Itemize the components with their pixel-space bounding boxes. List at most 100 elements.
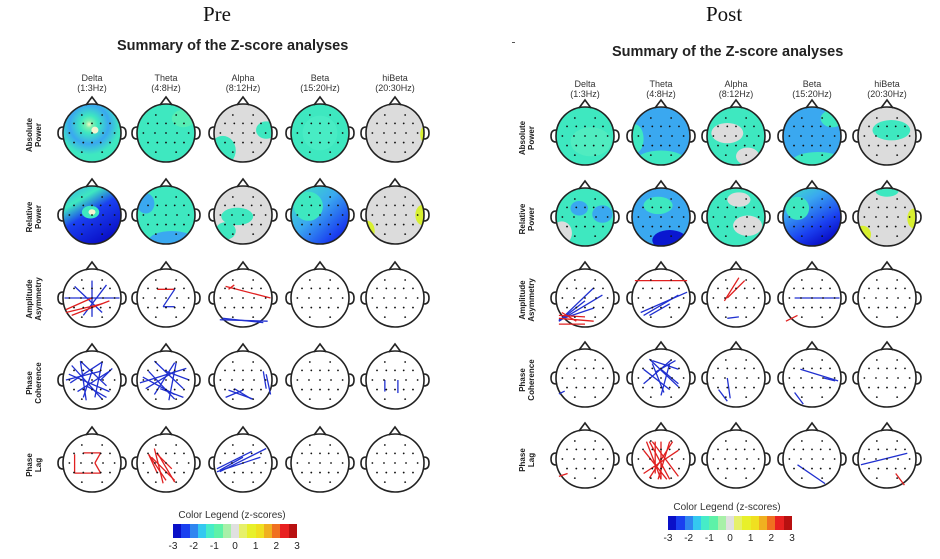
pre-asym-delta [57, 260, 127, 328]
post-legend-swatch [668, 516, 677, 530]
post-legend-swatch [684, 516, 693, 530]
pre-asym-alpha [208, 260, 278, 328]
pre-legend-swatch [263, 524, 273, 538]
pre-legend-tick: 0 [232, 541, 238, 552]
post-coh-beta [777, 340, 847, 408]
post-legend-tick: -3 [663, 533, 673, 544]
post-col-label-hibeta: hiBeta (20:30Hz) [867, 79, 907, 99]
pre-legend-swatch [272, 524, 281, 538]
pre-coh-beta [285, 342, 355, 410]
pre-legend-swatch [239, 524, 248, 538]
post-col-label-beta: Beta (15:20Hz) [792, 79, 832, 99]
post-legend-swatch [767, 516, 776, 530]
post-legend-swatch [709, 516, 718, 530]
post-legend-tick: -1 [704, 533, 714, 544]
pre-abs-hibeta [360, 95, 430, 163]
pre-col-label-alpha: Alpha (8:12Hz) [225, 73, 261, 93]
pre-legend-swatch [173, 524, 182, 538]
pre-asym-theta [131, 260, 201, 328]
pre-lag-hibeta [360, 425, 430, 493]
post-rel-hibeta [852, 179, 922, 247]
post-abs-theta [626, 98, 696, 166]
pre-legend-swatch [214, 524, 223, 538]
post-legend-tick: -2 [684, 533, 694, 544]
pre-coh-alpha [208, 342, 278, 410]
pre-legend-tick: 3 [294, 541, 300, 552]
pre-legend-swatch [280, 524, 289, 538]
post-abs-alpha [701, 98, 771, 166]
pre-abs-alpha [208, 95, 278, 163]
pre-rel-alpha [208, 177, 278, 245]
post-legend-tick: 0 [727, 533, 733, 544]
pre-rel-beta [285, 177, 355, 245]
post-legend-swatch [734, 516, 743, 530]
post-asym-alpha [701, 260, 771, 328]
pre-legend-swatch [230, 524, 240, 538]
pre-lag-theta [131, 425, 201, 493]
pre-col-label-beta: Beta (15:20Hz) [300, 73, 340, 93]
post-legend-swatch [775, 516, 784, 530]
post-lag-beta [777, 421, 847, 489]
pre-rel-hibeta [360, 177, 430, 245]
pre-legend-swatch [197, 524, 207, 538]
post-panel-title: Post [706, 2, 743, 26]
pre-legend-tick: 2 [273, 541, 280, 552]
post-legend-swatch [676, 516, 685, 530]
post-asym-hibeta [852, 260, 922, 328]
post-coh-theta [626, 340, 696, 408]
post-legend-colorbar [668, 516, 792, 530]
pre-col-label-delta: Delta (1:3Hz) [77, 73, 107, 93]
pre-lag-alpha [208, 425, 278, 493]
pre-legend-swatch [206, 524, 215, 538]
pre-legend-swatch [255, 524, 264, 538]
post-rel-alpha [701, 179, 771, 247]
pre-col-label-theta: Theta (4:8Hz) [151, 73, 181, 93]
pre-coh-theta [131, 342, 201, 410]
post-lag-hibeta [852, 421, 922, 489]
post-asym-beta [777, 260, 847, 328]
post-legend-swatch [783, 516, 792, 530]
pre-rel-delta [57, 177, 127, 245]
pre-lag-beta [285, 425, 355, 493]
post-lag-alpha [701, 421, 771, 489]
pre-legend-tick: 1 [252, 541, 259, 552]
post-coh-delta [550, 340, 620, 408]
post-legend-title: Color Legend (z-scores) [673, 502, 781, 513]
post-legend-swatch [692, 516, 702, 530]
pre-asym-hibeta [360, 260, 430, 328]
post-coh-hibeta [852, 340, 922, 408]
post-legend-swatch [758, 516, 768, 530]
pre-coh-hibeta [360, 342, 430, 410]
pre-col-label-hibeta: hiBeta (20:30Hz) [375, 73, 415, 93]
pre-legend-swatch [222, 524, 231, 538]
pre-abs-beta [285, 95, 355, 163]
post-summary-title: Summary of the Z-score analyses [612, 44, 844, 60]
post-col-label-alpha: Alpha (8:12Hz) [718, 79, 754, 99]
post-legend-swatch [701, 516, 710, 530]
pre-abs-delta [57, 95, 127, 163]
post-abs-beta [777, 98, 847, 166]
post-lag-delta [550, 421, 620, 489]
pre-legend-title: Color Legend (z-scores) [178, 510, 286, 521]
post-legend-tick: 3 [789, 533, 795, 544]
post-stray-mark [512, 42, 515, 43]
pre-summary-title: Summary of the Z-score analyses [117, 38, 349, 54]
post-lag-theta [626, 421, 696, 489]
pre-asym-beta [285, 260, 355, 328]
pre-legend-tick: -2 [189, 541, 199, 552]
post-abs-delta [550, 98, 620, 166]
pre-legend-tick: -1 [209, 541, 219, 552]
pre-legend-colorbar [173, 524, 297, 538]
pre-coh-delta [57, 342, 127, 410]
pre-legend-swatch [247, 524, 256, 538]
post-rel-theta [626, 179, 696, 247]
post-legend-swatch [725, 516, 735, 530]
post-coh-alpha [701, 340, 771, 408]
pre-legend-tick: -3 [168, 541, 178, 552]
post-rel-delta [550, 179, 620, 247]
pre-lag-delta [57, 425, 127, 493]
post-rel-beta [777, 179, 847, 247]
post-legend-tick: 2 [768, 533, 775, 544]
post-legend-swatch [742, 516, 751, 530]
